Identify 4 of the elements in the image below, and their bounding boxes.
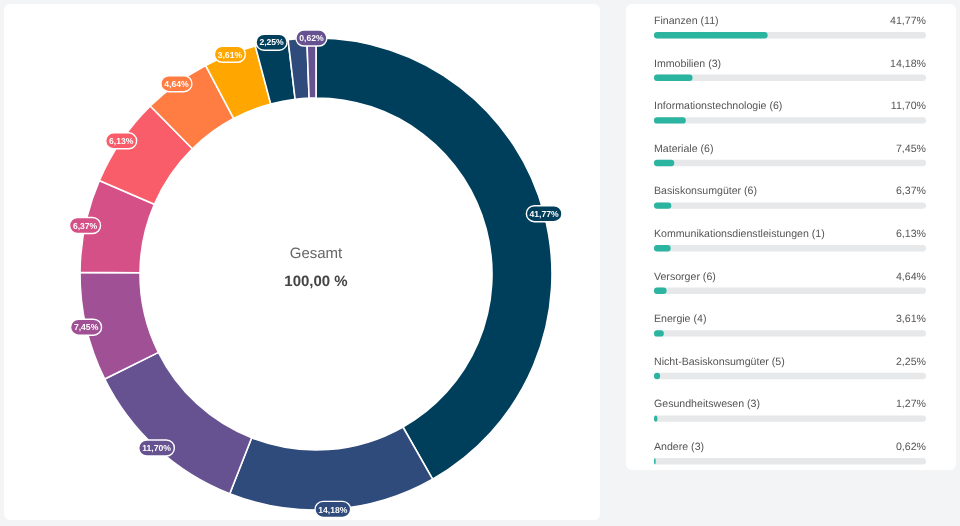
bar bbox=[654, 74, 693, 81]
bar bbox=[654, 202, 672, 209]
bar bbox=[654, 330, 664, 337]
bar bbox=[654, 117, 686, 124]
